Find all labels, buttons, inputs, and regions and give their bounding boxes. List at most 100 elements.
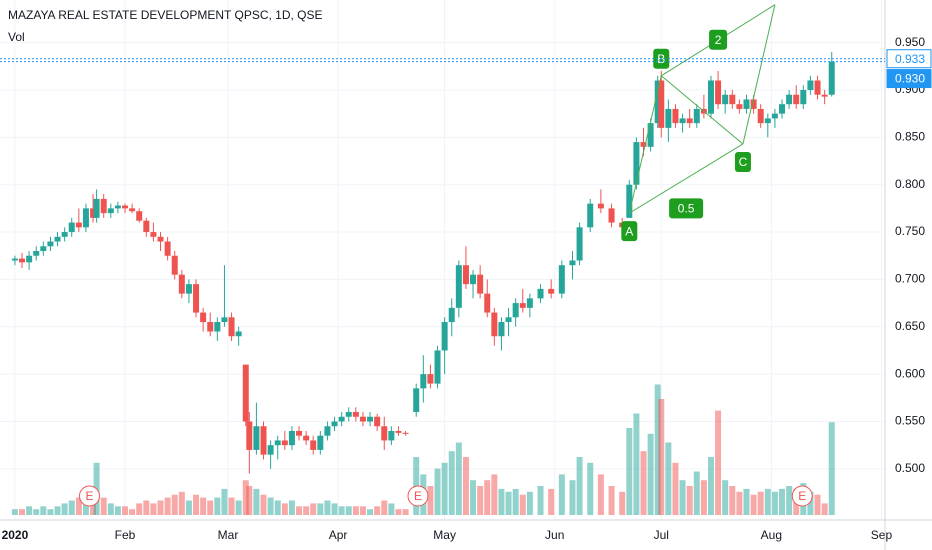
pattern-point-box	[621, 221, 638, 242]
candle-body	[413, 388, 420, 413]
volume-bar	[193, 494, 200, 515]
volume-bar	[672, 462, 679, 515]
earnings-marker	[407, 485, 429, 507]
candle-body	[793, 94, 800, 105]
y-tick-label: 0.650	[895, 319, 925, 333]
candle-body	[26, 255, 33, 263]
volume-bar	[235, 500, 242, 515]
volume-bar	[274, 500, 281, 515]
x-tick-label: Jul	[654, 528, 669, 542]
volume-bar	[260, 494, 267, 515]
candle-body	[470, 274, 477, 285]
volume-bar	[491, 474, 498, 515]
candle-body	[736, 104, 743, 109]
pattern-line	[660, 75, 744, 145]
candle-body	[395, 430, 402, 433]
volume-bar	[576, 457, 583, 515]
candle-body	[143, 220, 150, 233]
volume-bar	[640, 451, 647, 515]
candle-body	[633, 142, 640, 185]
candle-body	[505, 317, 512, 323]
volume-bar	[367, 509, 374, 515]
candle-body	[303, 435, 310, 441]
candle-body	[345, 412, 352, 417]
price-label: 0.933	[895, 52, 925, 66]
candle-body	[61, 232, 68, 237]
y-tick-label: 0.800	[895, 177, 925, 191]
candle-body	[828, 61, 835, 95]
candle-body	[821, 94, 828, 97]
volume-bar	[729, 486, 736, 515]
candle-body	[207, 322, 214, 332]
volume-bar	[700, 480, 707, 515]
volume-bar	[771, 491, 778, 515]
candle-body	[274, 440, 281, 446]
candle-body	[626, 184, 633, 218]
candle-body	[338, 416, 345, 422]
volume-bar	[26, 506, 33, 515]
candle-body	[455, 265, 462, 308]
candle-body	[150, 232, 157, 237]
candle-body	[519, 303, 526, 308]
volume-bar	[178, 491, 185, 515]
candle-body	[288, 430, 295, 446]
candle-body	[548, 288, 555, 294]
volume-bar	[548, 488, 555, 515]
ratio-label: 2	[715, 33, 722, 47]
ratio-box	[709, 29, 728, 50]
volume-bar	[633, 413, 640, 515]
ratio-box	[669, 198, 704, 219]
volume-bar	[828, 422, 835, 515]
candle-body	[267, 445, 274, 455]
candle-body	[526, 298, 533, 308]
candle-body	[235, 331, 242, 337]
volume-bar	[470, 480, 477, 515]
volume-bar	[665, 442, 672, 515]
candle-body	[441, 322, 448, 351]
price-label-box	[886, 49, 932, 69]
x-tick-label: May	[433, 528, 456, 542]
candle-body	[729, 94, 736, 105]
volume-bar	[214, 497, 221, 515]
volume-bar	[253, 488, 260, 515]
candle-body	[93, 198, 100, 218]
candle-body	[185, 284, 192, 294]
volume-bar	[750, 494, 757, 515]
volume-bar	[157, 500, 164, 515]
volume-bar	[122, 506, 129, 515]
candle-body	[260, 426, 267, 455]
candle-body	[558, 265, 565, 294]
y-tick-label: 0.550	[895, 414, 925, 428]
candle-body	[296, 430, 303, 436]
candle-body	[512, 303, 519, 318]
volume-bar	[11, 509, 18, 515]
candle-body	[100, 198, 107, 214]
volume-bar	[498, 488, 505, 515]
y-tick-label: 0.950	[895, 35, 925, 49]
volume-bar	[317, 503, 324, 515]
volume-bar	[569, 480, 576, 515]
volume-bar	[558, 474, 565, 515]
candle-body	[658, 80, 665, 128]
volume-bar	[352, 506, 359, 515]
x-tick-label: Jun	[545, 528, 564, 542]
candle-body	[242, 364, 249, 422]
candle-body	[757, 108, 764, 124]
candle-body	[90, 208, 97, 218]
volume-bar	[448, 451, 455, 515]
volume-bar	[61, 503, 68, 515]
volume-bar	[129, 509, 136, 515]
candle-body	[800, 89, 807, 105]
volume-bar	[33, 509, 40, 515]
volume-bar	[814, 494, 821, 515]
candle-body	[434, 350, 441, 384]
volume-bar	[107, 503, 114, 515]
volume-bar	[395, 509, 402, 515]
volume-bar	[242, 480, 249, 515]
volume-bar	[331, 503, 338, 515]
volume-bar	[303, 506, 310, 515]
candle-body	[420, 374, 427, 389]
candle-body	[114, 205, 121, 209]
candle-body	[19, 258, 26, 263]
